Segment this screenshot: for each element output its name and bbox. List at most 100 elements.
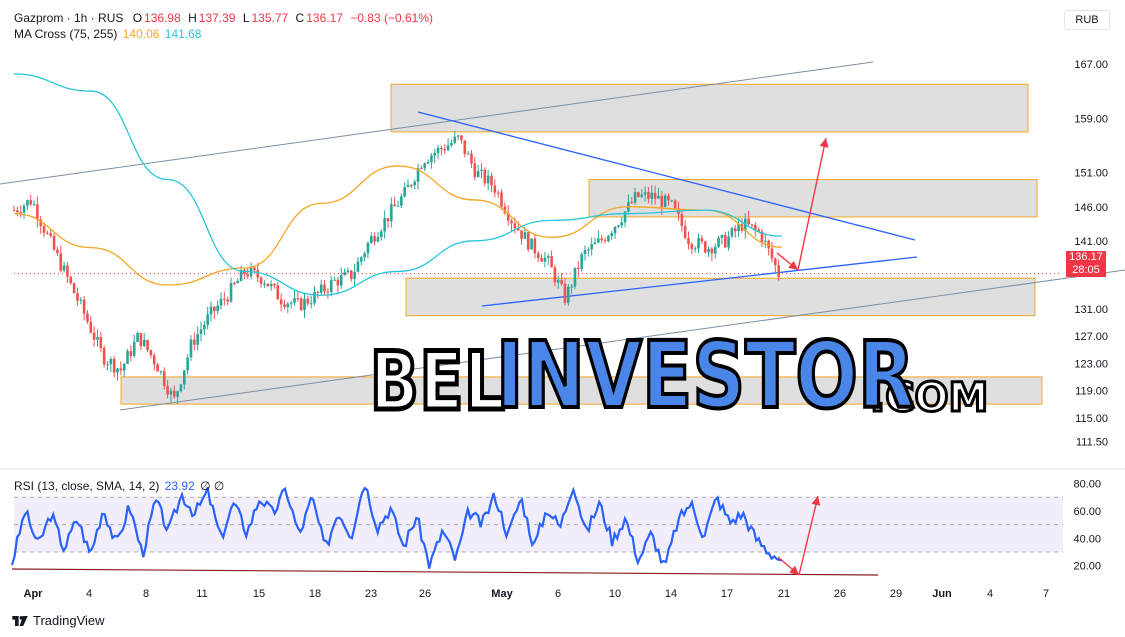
price-tick-label: 123.00 [1074,358,1108,370]
candle-body [339,275,343,286]
rsi-legend[interactable]: RSI (13, close, SMA, 14, 2) 23.92 ∅ ∅ [14,478,226,494]
open-value: 136.98 [144,11,181,25]
tradingview-logo[interactable]: TradingView [12,613,105,628]
price-tick-label: 159.00 [1074,113,1108,125]
rsi-down-arrow-head [789,565,799,575]
candle-body [473,163,477,177]
candle-body [246,274,250,277]
candle-body [597,238,600,243]
rsi-extra: ∅ ∅ [200,479,225,493]
candle-body [82,299,86,314]
candle-body [390,204,393,222]
candle-body [276,285,280,300]
open-label: O [132,11,143,25]
price-zone [390,83,1029,133]
candle-body [723,235,727,248]
candle-body [493,185,497,193]
candle-body [647,192,650,199]
candle-body [356,261,360,272]
time-tick-label: 10 [609,588,621,600]
support-resistance-zones [120,83,1043,405]
candle-body [643,192,647,195]
rsi-tick-label: 80.00 [1073,479,1101,491]
candle-body [490,175,493,186]
candle-body [349,270,353,279]
candle-body [203,325,206,330]
candle-body [690,243,694,250]
candle-body [39,219,43,227]
candle-body [550,256,553,268]
candle-body [400,196,403,206]
candle-body [430,155,433,163]
candle-body [630,202,634,204]
candle-body [303,298,306,311]
time-tick-label: 7 [1043,588,1049,600]
candle-body [139,332,143,347]
candle-body [106,364,109,366]
price-down-arrow-head [788,260,798,270]
candle-body [269,283,273,287]
candle-body [309,303,313,305]
candle-body [767,240,770,249]
candle-body [640,194,644,197]
candle-body [22,205,26,213]
price-tick-label: 127.00 [1074,331,1108,343]
time-tick-label: 15 [253,588,265,600]
candle-body [450,142,453,146]
candle-body [516,228,520,231]
candle-body [383,218,386,232]
candle-body [316,291,320,293]
candle-body [219,298,223,306]
candle-body [306,298,310,304]
price-tick-label: 131.00 [1074,304,1108,316]
rsi-up-arrow-head [811,496,821,506]
candle-body [179,384,183,392]
candle-body [299,298,303,311]
currency-button[interactable]: RUB [1064,10,1110,30]
candle-body [410,185,413,187]
symbol-title[interactable]: Gazprom · 1h · RUS [14,11,124,25]
candle-body [266,283,270,287]
candle-body [777,265,780,277]
candle-body [556,280,560,283]
candle-body [289,302,293,304]
candle-body [239,270,243,281]
candle-body [593,242,597,245]
candle-body [189,339,193,358]
candle-body [132,341,136,356]
candle-body [563,283,567,303]
candle-body [69,276,73,284]
low-label: L [242,11,250,25]
candle-body [617,225,620,227]
price-tick-label: 146.00 [1074,202,1108,214]
candle-body [12,210,16,212]
rsi-value: 23.92 [164,479,195,493]
candle-body [136,332,139,342]
candle-body [657,195,660,199]
candle-body [336,279,340,286]
candle-body [590,244,593,250]
resistance-trendline [417,111,916,241]
candle-body [32,204,36,206]
candle-body [553,267,557,283]
candle-body [413,181,416,186]
candle-body [760,231,764,242]
candle-body [72,283,76,294]
ma-legend[interactable]: MA Cross (75, 255) 140.06 141.68 [14,26,203,42]
rsi-tick-label: 60.00 [1073,506,1101,518]
watermark-investor: INVESTOR [494,322,916,429]
candle-body [700,238,704,242]
time-tick-label: May [491,588,513,600]
ma-indicator-name[interactable]: MA Cross (75, 255) [14,27,118,41]
rsi-indicator-name[interactable]: RSI (13, close, SMA, 14, 2) [14,479,160,493]
time-tick-label: 17 [721,588,733,600]
rsi-tick-label: 20.00 [1073,561,1101,573]
candle-body [533,238,537,254]
candle-body [466,153,470,155]
ma-fast-value: 140.06 [122,27,160,41]
candle-body [216,305,219,312]
time-axis: Apr 4 8 11 15 18 23 26 May 6 10 14 17 21 26 29 Jun 4 7 [24,588,1050,600]
last-price-tag: 136.17 28:05 [1066,251,1106,277]
candle-body [263,283,266,285]
